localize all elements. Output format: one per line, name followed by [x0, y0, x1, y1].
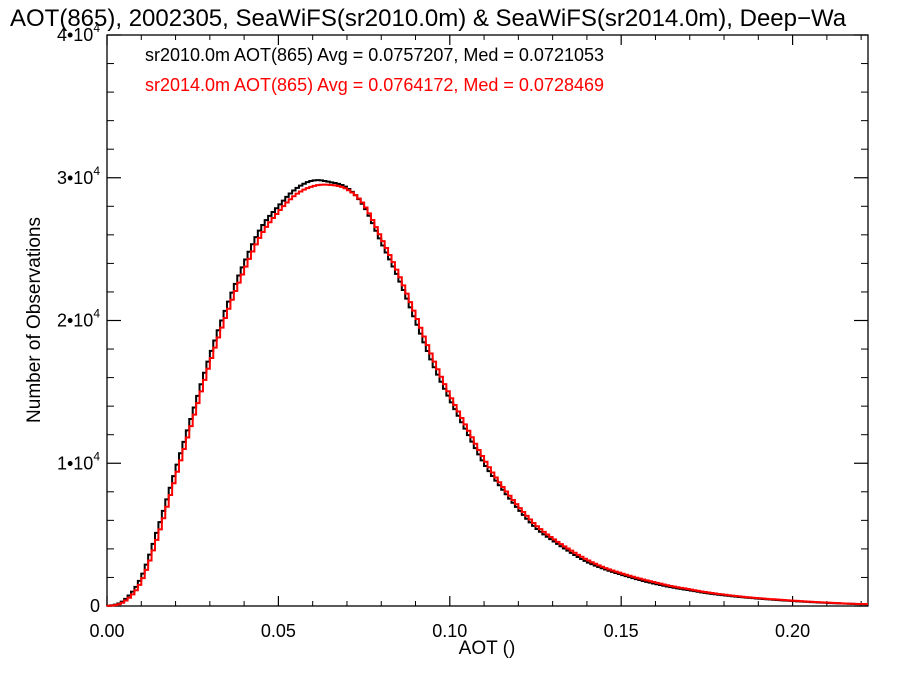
x-tick-label: 0.15 [604, 621, 639, 641]
axis-tick-labels: 0.00 0.05 0.10 0.15 0.20 0 1•104 2•104 3•104 4•10… [57, 21, 810, 641]
axis-ticks [106, 34, 868, 607]
legend-entry-sr2010: sr2010.0m AOT(865) Avg = 0.0757207, Med … [145, 45, 604, 65]
x-axis-label: AOT () [459, 638, 516, 659]
x-tick-label: 0.00 [89, 621, 124, 641]
x-tick-label: 0.20 [775, 621, 810, 641]
series-line-0 [106, 179, 868, 607]
x-tick-label: 0.05 [261, 621, 296, 641]
legend-entry-sr2014: sr2014.0m AOT(865) Avg = 0.0764172, Med … [145, 75, 604, 95]
y-tick-label: 1•104 [57, 449, 100, 473]
series-line-1 [106, 183, 868, 607]
x-tick-label: 0.10 [432, 621, 467, 641]
y-tick-label: 3•104 [57, 164, 100, 188]
y-tick-label: 0 [90, 596, 100, 616]
y-axis-label: Number of Observations [24, 217, 45, 423]
series-layer [106, 179, 868, 607]
y-tick-label: 4•104 [57, 21, 100, 45]
chart-title: AOT(865), 2002305, SeaWiFS(sr2010.0m) & … [10, 5, 847, 32]
y-tick-label: 2•104 [57, 307, 100, 331]
